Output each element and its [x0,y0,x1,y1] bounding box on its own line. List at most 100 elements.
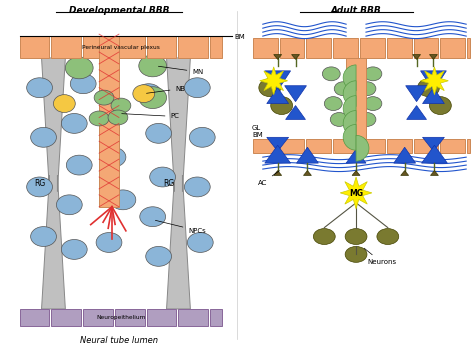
Polygon shape [352,171,360,175]
Polygon shape [422,137,444,151]
Bar [253,139,278,153]
Polygon shape [430,171,438,175]
Text: Neurons: Neurons [364,248,396,265]
Bar [440,38,465,58]
Bar [467,38,470,58]
Ellipse shape [140,207,165,226]
Ellipse shape [89,111,109,126]
Text: GL: GL [252,125,261,131]
Bar [280,139,304,153]
Ellipse shape [62,114,87,133]
Bar [333,38,358,58]
Bar [20,36,49,58]
Bar [52,36,81,58]
Ellipse shape [111,98,131,113]
Bar [147,36,176,58]
Polygon shape [267,137,289,151]
Ellipse shape [108,110,128,125]
Ellipse shape [150,167,175,187]
Polygon shape [297,147,319,163]
Text: MG: MG [349,189,363,198]
Bar [360,38,385,58]
Ellipse shape [377,229,399,245]
Ellipse shape [429,97,451,115]
Text: Neural tube lumen: Neural tube lumen [80,336,158,345]
Ellipse shape [56,195,82,215]
Bar [52,309,81,326]
Ellipse shape [313,229,335,245]
Polygon shape [260,67,288,95]
Text: PC: PC [122,114,179,120]
Ellipse shape [100,147,126,167]
Wedge shape [356,135,369,161]
Polygon shape [42,58,65,309]
Bar [414,139,438,153]
Text: RG: RG [34,179,45,188]
Ellipse shape [31,226,56,246]
Bar [414,38,438,58]
Ellipse shape [146,246,172,266]
Text: RG: RG [163,179,174,188]
Polygon shape [420,67,448,95]
Ellipse shape [334,82,352,95]
Polygon shape [422,88,444,104]
Ellipse shape [358,82,376,95]
Ellipse shape [27,78,53,98]
Ellipse shape [418,79,439,97]
Polygon shape [265,145,291,163]
Ellipse shape [345,246,367,262]
Text: Perineural vascular plexus: Perineural vascular plexus [82,44,160,50]
Bar [115,309,145,326]
Polygon shape [421,145,447,163]
Ellipse shape [96,233,122,252]
Bar [387,139,411,153]
Ellipse shape [27,177,53,197]
Polygon shape [407,105,427,120]
Ellipse shape [259,79,281,97]
Polygon shape [265,71,291,91]
Ellipse shape [146,124,172,143]
Ellipse shape [364,67,382,81]
Bar [280,38,304,58]
Polygon shape [303,171,311,175]
Bar [83,36,113,58]
Ellipse shape [184,78,210,98]
Bar [387,38,411,58]
Polygon shape [394,147,416,163]
Ellipse shape [271,97,292,115]
Bar [467,139,470,153]
Text: Adult BBB: Adult BBB [331,6,382,15]
Wedge shape [343,65,356,91]
Ellipse shape [324,97,342,110]
Wedge shape [343,81,356,106]
Bar [307,38,331,58]
Bar [179,309,208,326]
Polygon shape [166,58,191,309]
Bar [99,36,119,207]
Ellipse shape [94,90,114,105]
Text: AC: AC [258,171,279,186]
Wedge shape [343,95,356,121]
Ellipse shape [184,177,210,197]
Polygon shape [273,171,282,175]
Polygon shape [420,71,447,91]
Text: Neuropeithelium: Neuropeithelium [96,315,146,320]
Polygon shape [267,88,289,104]
Bar [307,139,331,153]
Polygon shape [429,55,438,59]
Ellipse shape [322,67,340,81]
Bar [253,38,278,58]
Bar [83,309,113,326]
Ellipse shape [139,87,166,109]
Polygon shape [292,55,300,59]
Ellipse shape [70,74,96,94]
Text: Developmental BBB: Developmental BBB [69,6,169,15]
Ellipse shape [364,97,382,110]
Polygon shape [340,177,372,209]
Bar [115,36,145,58]
Text: MN: MN [158,66,204,75]
Ellipse shape [66,155,92,175]
Bar [179,36,208,58]
Wedge shape [343,110,356,136]
Ellipse shape [139,55,166,77]
